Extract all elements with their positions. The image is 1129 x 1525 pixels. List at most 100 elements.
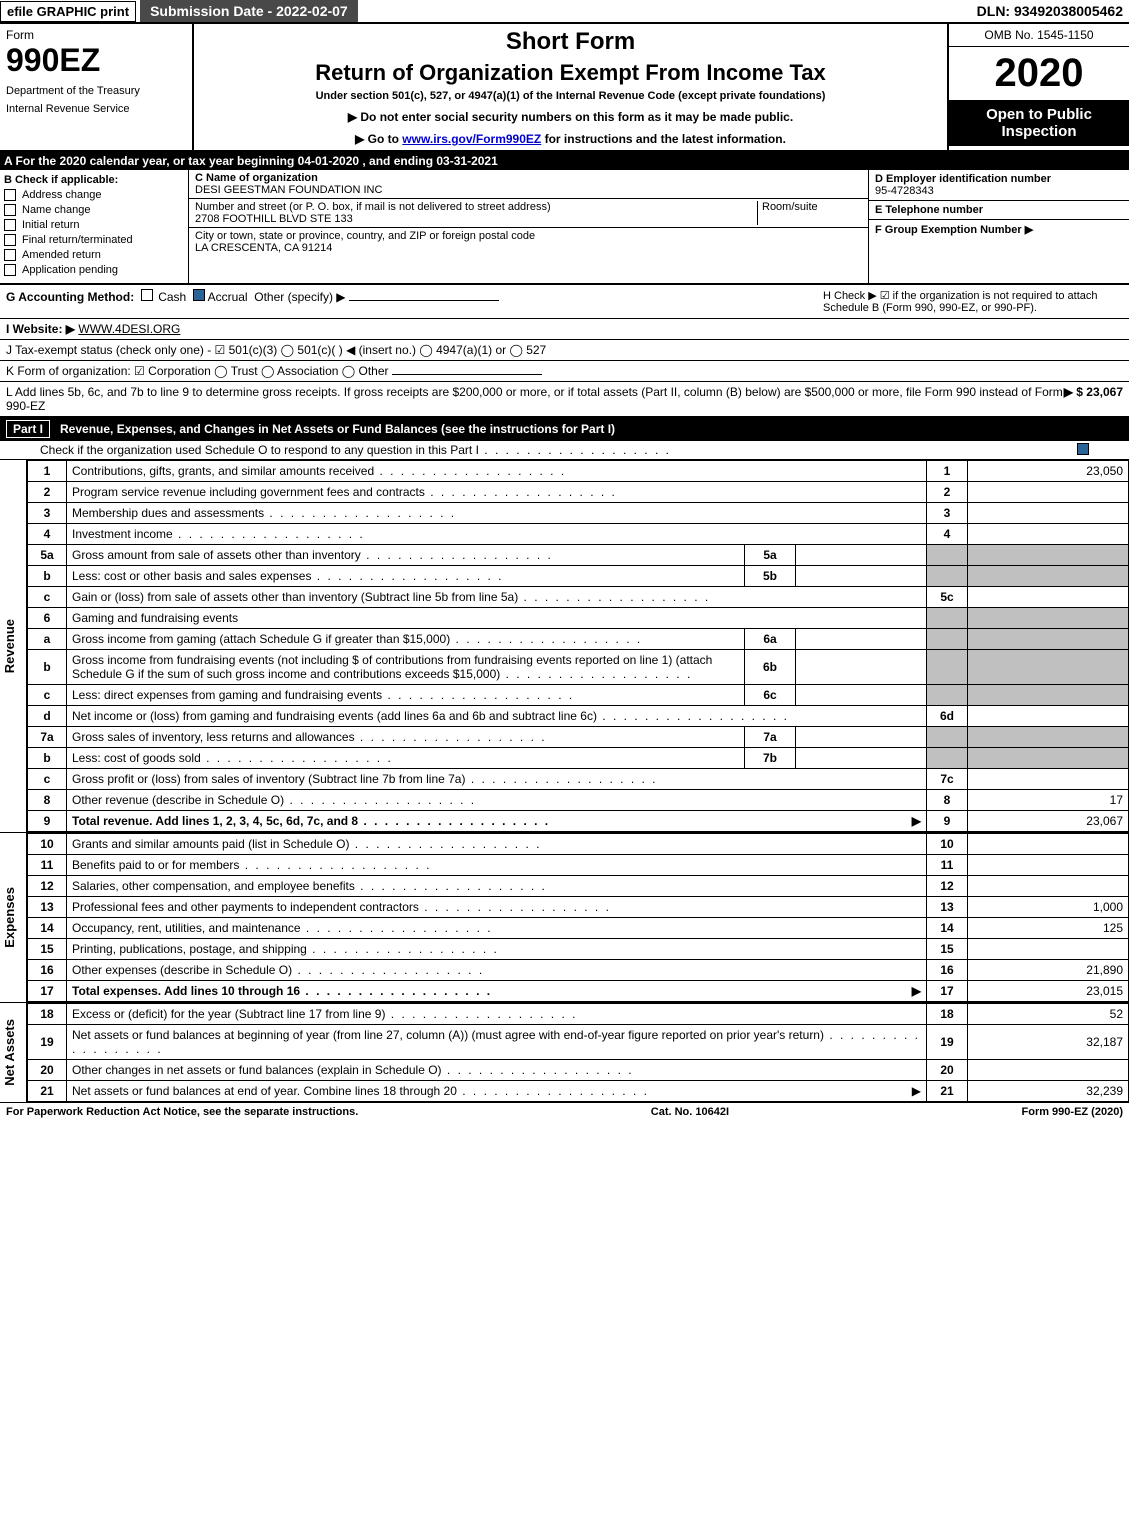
line-amount: 23,015: [968, 981, 1129, 1002]
g-accounting: G Accounting Method: Cash Accrual Other …: [6, 289, 823, 314]
return-title: Return of Organization Exempt From Incom…: [202, 60, 939, 86]
line-amount: 23,050: [968, 461, 1129, 482]
arrow-icon: ▶: [912, 984, 921, 998]
tax-exempt-text: J Tax-exempt status (check only one) - ☑…: [6, 343, 546, 357]
line-number: 12: [28, 876, 67, 897]
short-form-title: Short Form: [202, 28, 939, 56]
line-ref: 6d: [927, 706, 968, 727]
sub-line-value: [796, 727, 927, 748]
line-ref: 16: [927, 960, 968, 981]
telephone-row: E Telephone number: [869, 201, 1129, 220]
table-row: bLess: cost of goods sold7b: [28, 748, 1129, 769]
line-amount: [968, 685, 1129, 706]
footer-right: Form 990-EZ (2020): [1022, 1106, 1123, 1118]
expenses-side-label: Expenses: [0, 833, 27, 1002]
line-description: Excess or (deficit) for the year (Subtra…: [67, 1004, 927, 1025]
table-row: 18Excess or (deficit) for the year (Subt…: [28, 1004, 1129, 1025]
check-label: Address change: [22, 189, 102, 201]
table-row: 4Investment income4: [28, 524, 1129, 545]
check-label: Amended return: [22, 249, 101, 261]
check-name-change[interactable]: Name change: [4, 204, 184, 216]
line-description: Membership dues and assessments: [67, 503, 927, 524]
website-link[interactable]: WWW.4DESI.ORG: [78, 322, 180, 336]
page-footer: For Paperwork Reduction Act Notice, see …: [0, 1103, 1129, 1121]
accrual-option: Accrual: [208, 290, 248, 304]
line-ref: 4: [927, 524, 968, 545]
line-l-row: L Add lines 5b, 6c, and 7b to line 9 to …: [0, 382, 1129, 417]
line-description: Benefits paid to or for members: [67, 855, 927, 876]
sub-line-number: 6b: [745, 650, 796, 685]
table-row: 17Total expenses. Add lines 10 through 1…: [28, 981, 1129, 1002]
line-amount: [968, 608, 1129, 629]
check-final-return[interactable]: Final return/terminated: [4, 234, 184, 246]
line-number: d: [28, 706, 67, 727]
table-row: 3Membership dues and assessments3: [28, 503, 1129, 524]
line-description: Grants and similar amounts paid (list in…: [67, 834, 927, 855]
table-row: dNet income or (loss) from gaming and fu…: [28, 706, 1129, 727]
form-number: 990EZ: [6, 42, 186, 79]
table-row: 7aGross sales of inventory, less returns…: [28, 727, 1129, 748]
goto-pre: ▶ Go to: [355, 132, 402, 146]
footer-center: Cat. No. 10642I: [651, 1106, 729, 1118]
header-left: Form 990EZ Department of the Treasury In…: [0, 24, 194, 150]
line-description: Contributions, gifts, grants, and simila…: [67, 461, 927, 482]
sub-line-number: 6c: [745, 685, 796, 706]
check-amended-return[interactable]: Amended return: [4, 249, 184, 261]
header-center: Short Form Return of Organization Exempt…: [194, 24, 947, 150]
entity-info: C Name of organization DESI GEESTMAN FOU…: [189, 170, 868, 283]
line-ref: 18: [927, 1004, 968, 1025]
sub-line-number: 6a: [745, 629, 796, 650]
goto-post: for instructions and the latest informat…: [541, 132, 786, 146]
line-description: Printing, publications, postage, and shi…: [67, 939, 927, 960]
line-number: 10: [28, 834, 67, 855]
form-org-text: K Form of organization: ☑ Corporation ◯ …: [6, 364, 389, 378]
line-ref: 2: [927, 482, 968, 503]
check-label: Initial return: [22, 219, 79, 231]
other-option: Other (specify) ▶: [254, 290, 345, 304]
line-amount: 125: [968, 918, 1129, 939]
line-description: Total expenses. Add lines 10 through 16 …: [67, 981, 927, 1002]
vertical-label: Revenue: [0, 617, 26, 675]
sub-line-value: [796, 566, 927, 587]
section-a-period: A For the 2020 calendar year, or tax yea…: [0, 152, 1129, 170]
table-row: 19Net assets or fund balances at beginni…: [28, 1025, 1129, 1060]
checkbox-icon[interactable]: [141, 289, 153, 301]
cash-option: Cash: [158, 290, 186, 304]
line-number: 21: [28, 1081, 67, 1102]
line-number: 8: [28, 790, 67, 811]
form-label: Form: [6, 28, 186, 42]
checkbox-checked-icon[interactable]: [1077, 443, 1089, 455]
line-ref: 5c: [927, 587, 968, 608]
line-l-amount: ▶ $ 23,067: [1064, 385, 1123, 413]
line-description: Net income or (loss) from gaming and fun…: [67, 706, 927, 727]
checkbox-checked-icon[interactable]: [193, 289, 205, 301]
efile-button[interactable]: efile GRAPHIC print: [0, 1, 136, 22]
line-number: 7a: [28, 727, 67, 748]
line-ref: [927, 685, 968, 706]
table-row: 1Contributions, gifts, grants, and simil…: [28, 461, 1129, 482]
line-amount: 23,067: [968, 811, 1129, 832]
sub-line-number: 5b: [745, 566, 796, 587]
line-amount: [968, 650, 1129, 685]
group-exemption-row: F Group Exemption Number ▶: [869, 220, 1129, 239]
line-description: Gross amount from sale of assets other t…: [67, 545, 745, 566]
line-description: Professional fees and other payments to …: [67, 897, 927, 918]
line-number: 3: [28, 503, 67, 524]
check-application-pending[interactable]: Application pending: [4, 264, 184, 276]
table-row: cGross profit or (loss) from sales of in…: [28, 769, 1129, 790]
table-row: bLess: cost or other basis and sales exp…: [28, 566, 1129, 587]
irs-link[interactable]: www.irs.gov/Form990EZ: [402, 132, 541, 146]
sub-line-value: [796, 748, 927, 769]
f-label: F Group Exemption Number ▶: [875, 223, 1123, 236]
part-i-header: Part I Revenue, Expenses, and Changes in…: [0, 417, 1129, 441]
check-address-change[interactable]: Address change: [4, 189, 184, 201]
accounting-method-row: G Accounting Method: Cash Accrual Other …: [0, 285, 1129, 319]
sub-line-value: [796, 629, 927, 650]
check-initial-return[interactable]: Initial return: [4, 219, 184, 231]
table-row: cGain or (loss) from sale of assets othe…: [28, 587, 1129, 608]
revenue-section: Revenue 1Contributions, gifts, grants, a…: [0, 460, 1129, 833]
top-bar: efile GRAPHIC print Submission Date - 20…: [0, 0, 1129, 24]
line-number: b: [28, 566, 67, 587]
line-number: 15: [28, 939, 67, 960]
website-label: I Website: ▶: [6, 322, 75, 336]
